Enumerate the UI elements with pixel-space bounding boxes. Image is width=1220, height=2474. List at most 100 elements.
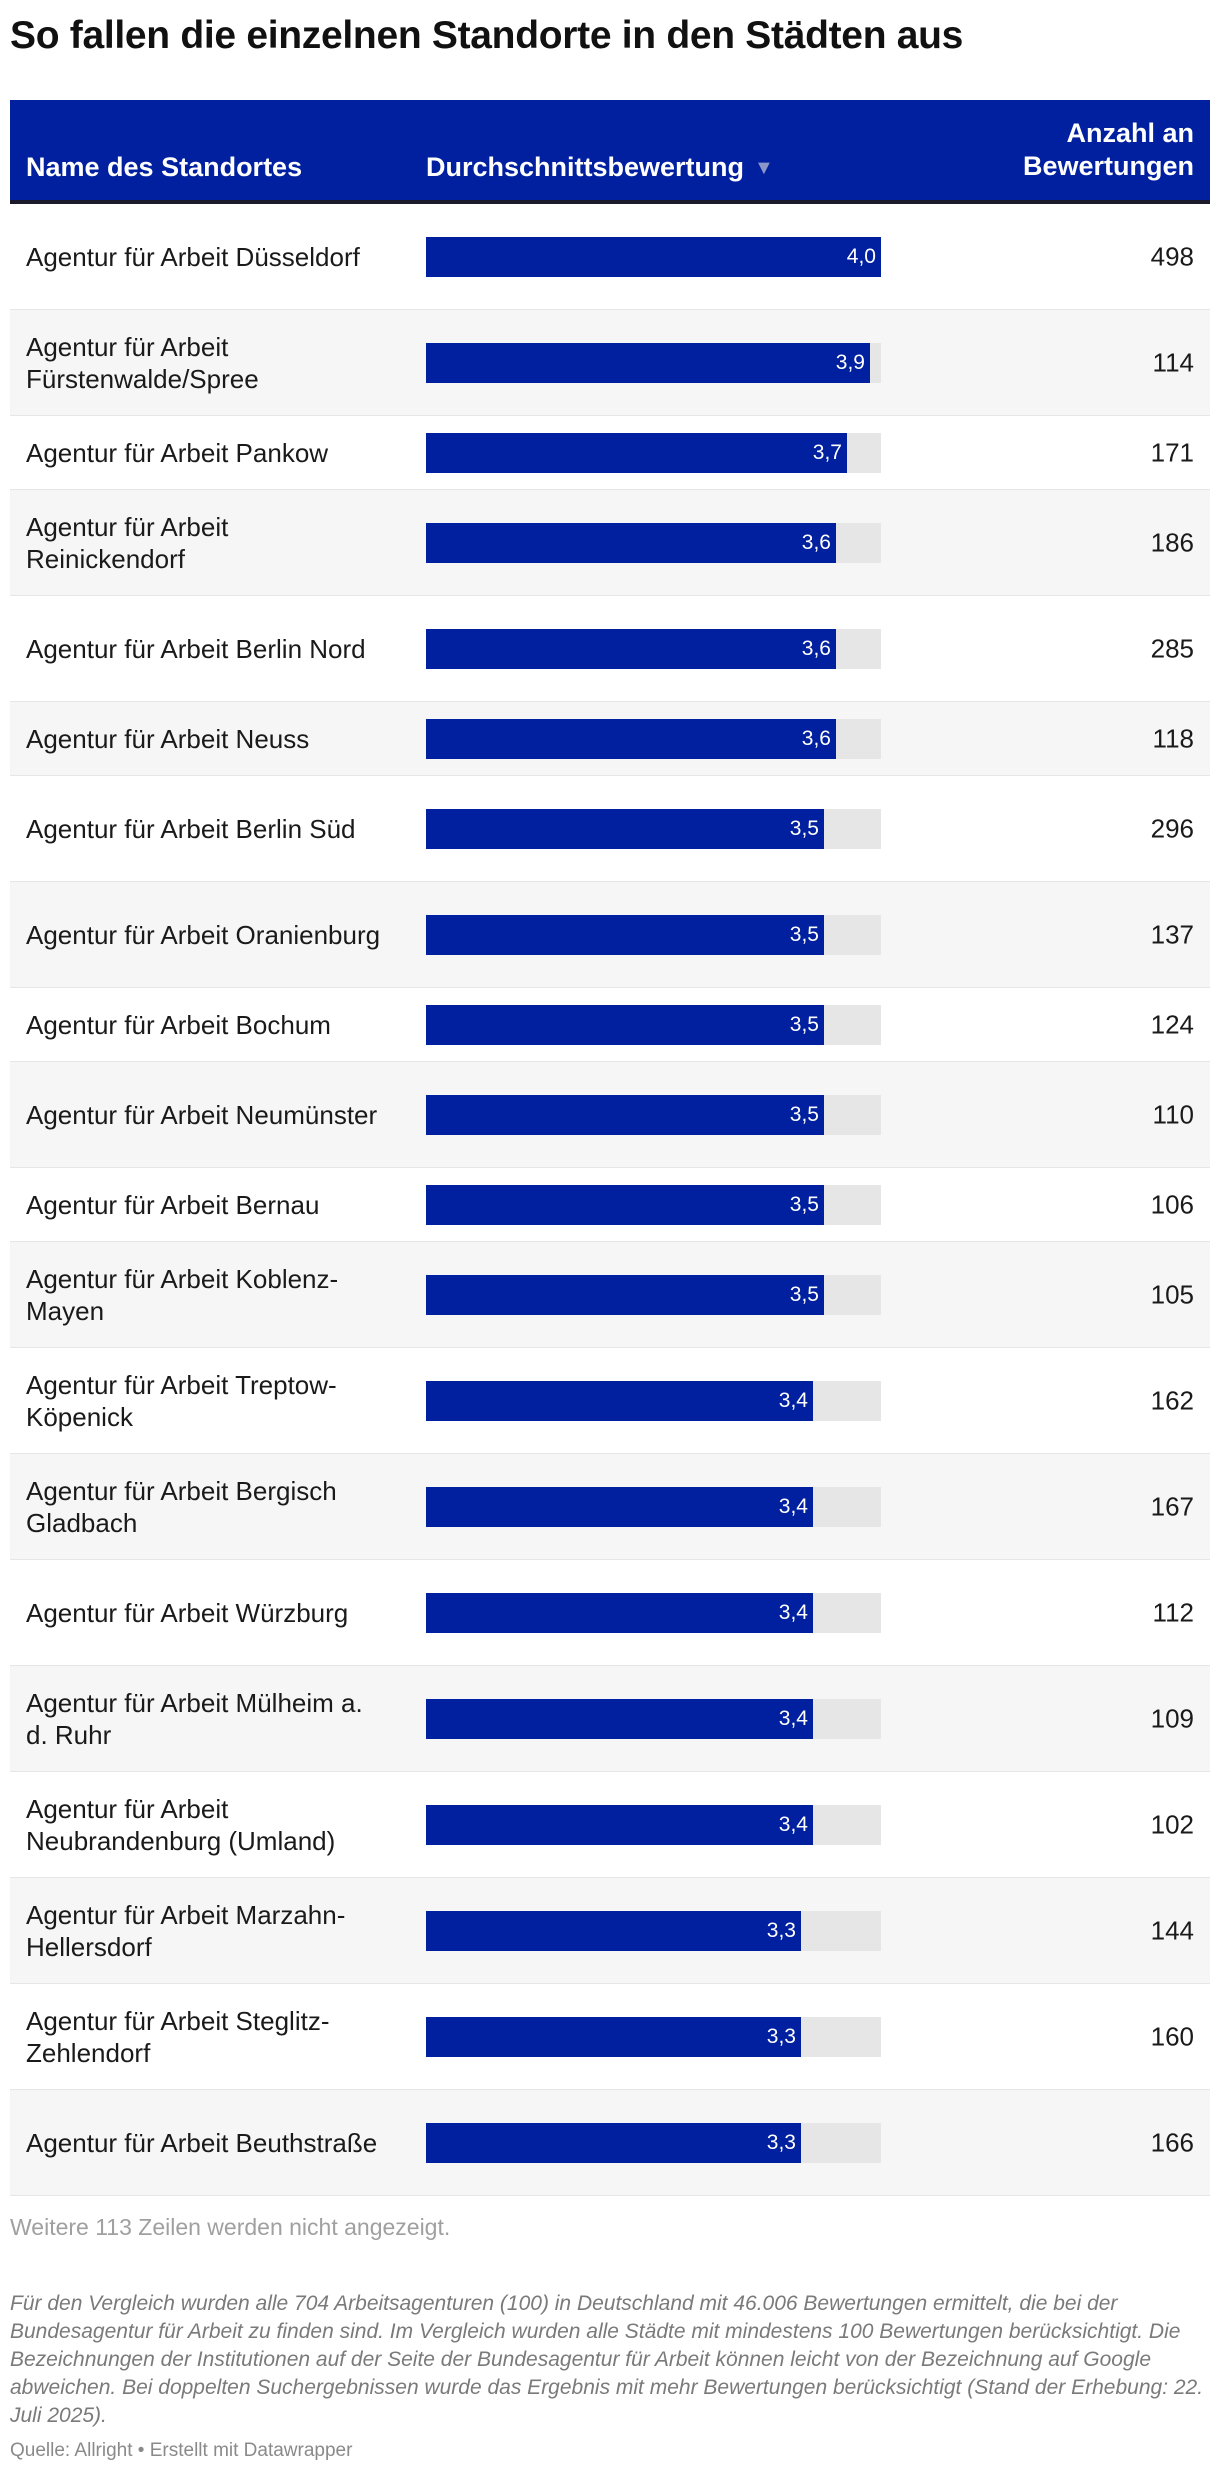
rating-bar: 3,5	[426, 1094, 824, 1135]
rating-bar-track: 4,0	[426, 236, 881, 277]
rating-value-label: 3,4	[778, 1812, 808, 1836]
rating-value-label: 3,3	[766, 1918, 796, 1942]
review-count: 166	[1150, 2127, 1194, 2157]
rating-value-label: 3,9	[835, 350, 865, 374]
rating-bar: 3,4	[426, 1592, 813, 1633]
rating-bar: 3,4	[426, 1698, 813, 1739]
table-row: Agentur für Arbeit Fürstenwalde/Spree 3,9…	[10, 310, 1210, 416]
column-header-name[interactable]: Name des Standortes	[26, 152, 303, 182]
rating-bar: 3,3	[426, 1910, 801, 1951]
review-count: 296	[1150, 813, 1194, 843]
location-name: Agentur für Arbeit Düsseldorf	[26, 241, 360, 272]
location-name: Agentur für Arbeit Beuthstraße	[26, 2127, 378, 2158]
table-row: Agentur für Arbeit Berlin Nord 3,6 285	[10, 596, 1210, 702]
rating-bar: 3,4	[426, 1380, 813, 1421]
rating-bar: 3,4	[426, 1804, 813, 1845]
rating-bar-track: 3,3	[426, 1910, 881, 1951]
table-row: Agentur für Arbeit Neumünster 3,5 110	[10, 1062, 1210, 1168]
location-name: Agentur für Arbeit Fürstenwalde/Spree	[26, 331, 259, 394]
location-name: Agentur für Arbeit Neuss	[26, 723, 310, 754]
table-row: Agentur für Arbeit Neuss 3,6 118	[10, 702, 1210, 776]
rating-value-label: 3,5	[789, 1282, 819, 1306]
review-count: 137	[1150, 919, 1194, 949]
table-row: Agentur für Arbeit Treptow-Köpenick 3,4 16…	[10, 1348, 1210, 1454]
location-name: Agentur für Arbeit Neubrandenburg (Umlan…	[26, 1793, 336, 1856]
rating-value-label: 3,5	[789, 1012, 819, 1036]
rating-bar-track: 3,6	[426, 718, 881, 759]
rating-bar-track: 3,6	[426, 628, 881, 669]
hidden-rows-note: Weitere 113 Zeilen werden nicht angezeig…	[10, 2214, 451, 2240]
rating-bar-track: 3,9	[426, 342, 881, 383]
table-row: Agentur für Arbeit Koblenz-Mayen 3,5 105	[10, 1242, 1210, 1348]
rating-bar: 3,6	[426, 522, 836, 563]
rating-bar-track: 3,6	[426, 522, 881, 563]
source-credit: Quelle: Allright • Erstellt mit Datawrap…	[10, 2440, 353, 2461]
review-count: 186	[1150, 527, 1194, 557]
rating-value-label: 3,4	[778, 1706, 808, 1730]
rating-bar: 3,7	[426, 432, 847, 473]
location-name: Agentur für Arbeit Berlin Nord	[26, 633, 366, 664]
rating-value-label: 3,7	[812, 440, 842, 464]
rating-value-label: 3,5	[789, 816, 819, 840]
review-count: 114	[1152, 347, 1194, 377]
location-name: Agentur für Arbeit Treptow-Köpenick	[26, 1369, 337, 1432]
rating-value-label: 3,6	[801, 726, 831, 750]
rating-bar: 3,5	[426, 1184, 824, 1225]
review-count: 144	[1150, 1915, 1194, 1945]
rating-bar-track: 3,4	[426, 1804, 881, 1845]
review-count: 106	[1150, 1189, 1194, 1219]
rating-bar-track: 3,4	[426, 1698, 881, 1739]
rating-bar: 3,5	[426, 1004, 824, 1045]
table-row: Agentur für Arbeit Berlin Süd 3,5 296	[10, 776, 1210, 882]
table-row: Agentur für Arbeit Bergisch Gladbach 3,4 1…	[10, 1454, 1210, 1560]
rating-bar-track: 3,5	[426, 808, 881, 849]
rating-bar: 4,0	[426, 236, 881, 277]
location-name: Agentur für Arbeit Steglitz-Zehlendorf	[26, 2005, 330, 2068]
sort-down-icon: ▼	[754, 157, 774, 179]
location-name: Agentur für Arbeit Würzburg	[26, 1597, 349, 1628]
location-name: Agentur für Arbeit Berlin Süd	[26, 813, 356, 844]
rating-bar: 3,6	[426, 718, 836, 759]
rating-bar-track: 3,4	[426, 1486, 881, 1527]
table-row: Agentur für Arbeit Beuthstraße 3,3 166	[10, 2090, 1210, 2196]
location-name: Agentur für Arbeit Marzahn-Hellersdorf	[26, 1899, 346, 1962]
table-body: Agentur für Arbeit Düsseldorf 4,0 498 Agent…	[10, 204, 1210, 2196]
rating-value-label: 3,4	[778, 1494, 808, 1518]
rating-bar-track: 3,5	[426, 914, 881, 955]
table-row: Agentur für Arbeit Würzburg 3,4 112	[10, 1560, 1210, 1666]
column-header-count[interactable]: Anzahl an Bewertungen	[1022, 118, 1194, 181]
footnote: Für den Vergleich wurden alle 704 Arbeit…	[10, 2292, 1204, 2427]
review-count: 110	[1152, 1099, 1194, 1129]
review-count: 112	[1152, 1597, 1194, 1627]
table-row: Agentur für Arbeit Mülheim a. d. Ruhr 3,4…	[10, 1666, 1210, 1772]
rating-bar: 3,5	[426, 808, 824, 849]
rating-bar: 3,4	[426, 1486, 813, 1527]
review-count: 285	[1150, 633, 1194, 663]
rating-value-label: 3,5	[789, 1192, 819, 1216]
table-header: Name des Standortes Durchschnittsbewertu…	[10, 100, 1210, 204]
table-row: Agentur für Arbeit Neubrandenburg (Umlan…	[10, 1772, 1210, 1878]
table-row: Agentur für Arbeit Bernau 3,5 106	[10, 1168, 1210, 1242]
rating-bar-track: 3,7	[426, 432, 881, 473]
review-count: 171	[1150, 437, 1194, 467]
review-count: 105	[1150, 1279, 1194, 1309]
review-count: 124	[1150, 1009, 1194, 1039]
column-header-rating-label: Durchschnittsbewertung	[426, 152, 745, 182]
location-name: Agentur für Arbeit Pankow	[26, 437, 329, 468]
rating-bar: 3,3	[426, 2016, 801, 2057]
rating-bar-track: 3,3	[426, 2016, 881, 2057]
rating-value-label: 3,5	[789, 922, 819, 946]
rating-bar-track: 3,5	[426, 1274, 881, 1315]
rating-value-label: 3,5	[789, 1102, 819, 1126]
table-row: Agentur für Arbeit Düsseldorf 4,0 498	[10, 204, 1210, 310]
rating-bar-track: 3,5	[426, 1004, 881, 1045]
review-count: 167	[1150, 1491, 1194, 1521]
rating-bar: 3,6	[426, 628, 836, 669]
table-row: Agentur für Arbeit Bochum 3,5 124	[10, 988, 1210, 1062]
rating-bar-track: 3,3	[426, 2122, 881, 2163]
review-count: 498	[1150, 241, 1194, 271]
column-header-rating[interactable]: Durchschnittsbewertung ▼	[426, 152, 774, 183]
rating-value-label: 4,0	[846, 244, 876, 268]
rating-bar-track: 3,4	[426, 1380, 881, 1421]
rating-value-label: 3,3	[766, 2024, 796, 2048]
